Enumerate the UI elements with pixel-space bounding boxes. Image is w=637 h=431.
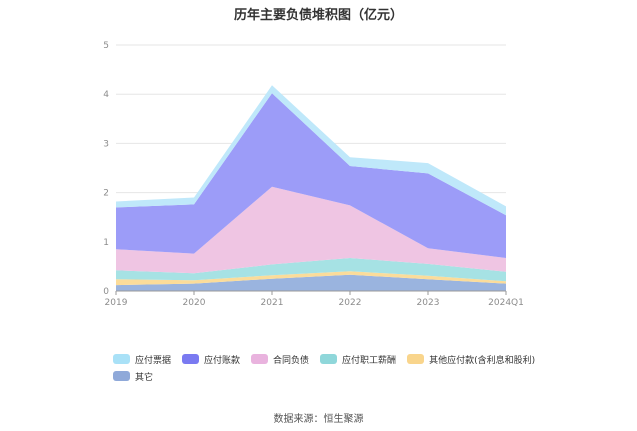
- y-tick-label: 5: [103, 41, 109, 51]
- data-source: 数据来源：恒生聚源: [273, 414, 364, 425]
- legend: 应付票据 应付账款 合同负债 应付职工薪酬 其他应付款(含利息和股利) 其它: [113, 353, 553, 383]
- legend-label: 应付票据: [135, 355, 172, 366]
- y-tick-label: 4: [103, 90, 109, 100]
- y-axis-ticks: 0 1 2 3 4 5: [103, 41, 109, 297]
- y-tick-label: 2: [103, 189, 109, 199]
- x-tick-label: 2019: [105, 298, 128, 308]
- x-tick-label: 2021: [261, 298, 284, 308]
- legend-swatch: [320, 354, 338, 364]
- legend-swatch: [407, 354, 425, 364]
- area-series: [116, 85, 506, 291]
- legend-swatch: [182, 354, 200, 364]
- legend-swatch: [113, 371, 130, 381]
- legend-label: 其他应付款(含利息和股利): [429, 355, 536, 366]
- legend-item[interactable]: 应付账款: [182, 353, 241, 366]
- x-axis-ticks: 2019 2020 2021 2022 2023 2024Q1: [105, 291, 524, 308]
- x-tick-label: 2020: [183, 298, 206, 308]
- area-其他应付款(含利息和股利): [116, 271, 506, 286]
- legend-item[interactable]: 其他应付款(含利息和股利): [407, 353, 536, 366]
- area-应付职工薪酬: [116, 258, 506, 282]
- legend-label: 应付职工薪酬: [342, 355, 397, 366]
- legend-item[interactable]: 合同负债: [251, 353, 310, 366]
- legend-swatch: [113, 354, 130, 364]
- legend-swatch: [251, 354, 269, 364]
- y-tick-label: 1: [103, 238, 109, 248]
- x-tick-label: 2022: [339, 298, 362, 308]
- legend-item[interactable]: 应付票据: [113, 353, 172, 366]
- area-应付账款: [116, 93, 506, 258]
- chart-title: 历年主要负债堆积图（亿元）: [233, 8, 403, 23]
- legend-label: 应付账款: [204, 355, 241, 366]
- y-tick-label: 0: [103, 287, 109, 297]
- legend-label: 合同负债: [273, 355, 310, 366]
- x-tick-label: 2023: [417, 298, 440, 308]
- x-tick-label: 2024Q1: [488, 298, 524, 308]
- area-应付票据: [116, 85, 506, 216]
- area-合同负债: [116, 186, 506, 274]
- legend-label: 其它: [135, 372, 154, 383]
- stacked-area-chart: 0 1 2 3 4 5 2019 2020 2021 2022 2023 2024Q1: [103, 41, 524, 308]
- legend-item[interactable]: 其它: [113, 370, 154, 383]
- legend-item[interactable]: 应付职工薪酬: [320, 353, 397, 366]
- area-其它: [116, 274, 506, 291]
- y-tick-label: 3: [103, 139, 109, 149]
